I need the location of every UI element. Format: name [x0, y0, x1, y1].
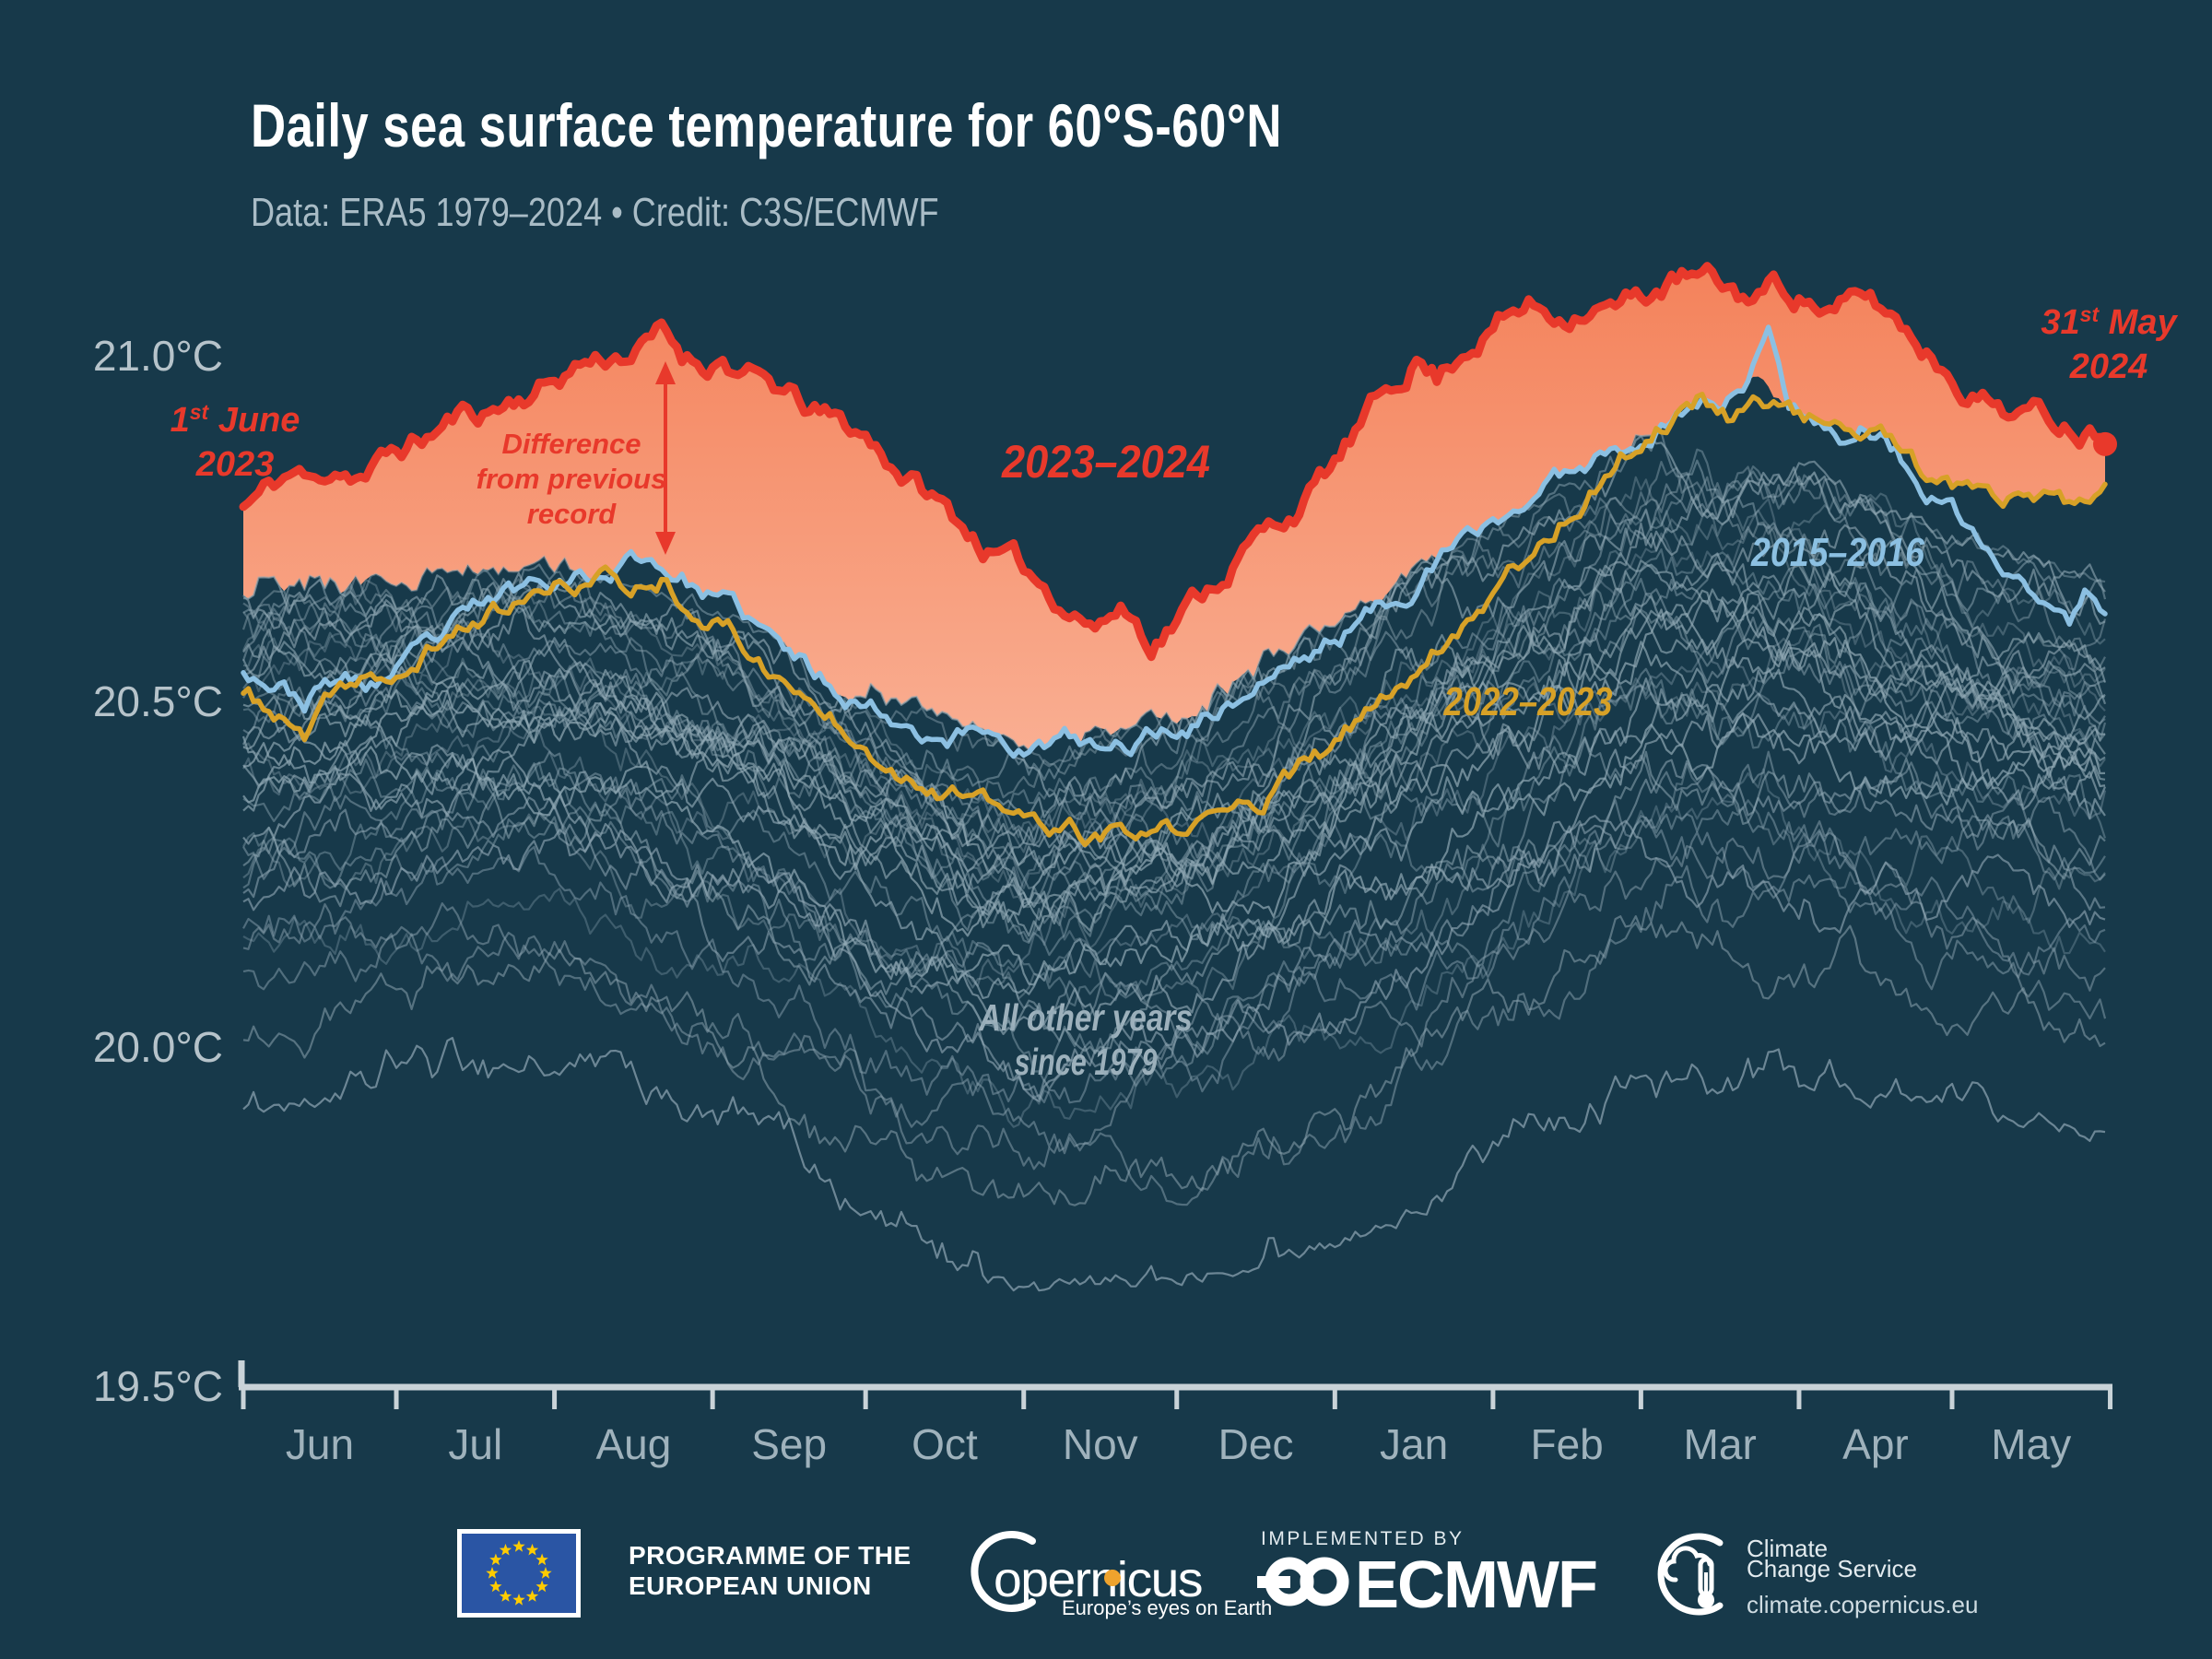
label-2022-2023: 2022–2023: [1443, 679, 1613, 724]
page-title: Daily sea surface temperature for 60°S-6…: [251, 91, 1282, 159]
ecmwf-icon: [1257, 1557, 1349, 1606]
implemented-by-label: IMPLEMENTED BY: [1261, 1528, 1465, 1549]
line-2022-2023: [241, 391, 2108, 848]
copernicus-orbit-dot-icon: [1104, 1570, 1121, 1586]
y-tick-label: 19.5°C: [93, 1362, 223, 1410]
other-year-line: [242, 551, 2107, 894]
record-diff-arrowhead-down: [655, 532, 676, 555]
end-date-label-year: 2024: [2069, 347, 2148, 386]
other-year-line: [241, 641, 2105, 925]
record-diff-label: Difference from previous record: [477, 428, 667, 530]
other-year-line: [242, 1036, 2106, 1292]
other-year-line: [242, 583, 2106, 900]
eu-star: [535, 1553, 548, 1566]
x-tick-label: Apr: [1842, 1420, 1909, 1468]
other-year-line: [242, 589, 2106, 921]
other-year-line: [242, 737, 2106, 1054]
end-date-label: 31st May: [2041, 302, 2178, 342]
eu-star: [525, 1590, 539, 1602]
other-year-line: [242, 557, 2107, 943]
eu-star: [499, 1543, 512, 1556]
other-year-line: [242, 865, 2107, 1206]
x-tick-label: Sep: [751, 1420, 827, 1468]
label-2015-2016: 2015–2016: [1750, 530, 1924, 575]
other-year-line: [242, 522, 2106, 877]
eu-star: [539, 1567, 552, 1579]
programme-text: PROGRAMME OF THE EUROPEAN UNION: [629, 1541, 912, 1600]
line-2023-2024: [239, 262, 2110, 662]
eu-star: [499, 1590, 512, 1602]
other-year-line: [242, 448, 2106, 852]
other-year-line: [242, 667, 2106, 1000]
x-tick-label: Feb: [1531, 1420, 1604, 1468]
other-year-line: [242, 598, 2106, 937]
c3s-crescent-icon: [1657, 1533, 1724, 1616]
start-date-label: 1st June: [171, 400, 300, 440]
other-year-line: [242, 914, 2106, 1206]
end-point-marker: [2093, 431, 2117, 456]
x-tick-label: Jan: [1380, 1420, 1448, 1468]
other-year-line: [242, 768, 2106, 1128]
x-tick-label: Jul: [448, 1420, 502, 1468]
other-year-line: [242, 461, 2107, 775]
other-year-line: [242, 492, 2106, 839]
other-year-line: [242, 645, 2107, 987]
x-tick-label: Nov: [1063, 1420, 1138, 1468]
other-year-line: [242, 587, 2106, 898]
record-difference-area: [243, 265, 2105, 750]
other-year-line: [242, 712, 2106, 986]
c3s-logo: Climate Change Service climate.copernicus.…: [1657, 1533, 1978, 1618]
other-year-line: [242, 814, 2106, 1102]
eu-star: [489, 1580, 502, 1593]
copernicus-wordmark: opernicus: [994, 1552, 1203, 1607]
label-2023-2024: 2023–2024: [1001, 436, 1210, 488]
other-year-line: [241, 471, 2106, 802]
eu-star: [535, 1580, 548, 1593]
y-tick-label: 20.5°C: [93, 677, 223, 725]
other-year-line: [242, 679, 2107, 1007]
eu-flag: [457, 1529, 581, 1618]
page-subtitle: Data: ERA5 1979–2024 • Credit: C3S/ECMWF: [251, 190, 939, 235]
x-tick-label: Oct: [912, 1420, 978, 1468]
eu-star: [489, 1553, 502, 1566]
other-year-line: [242, 750, 2106, 1054]
y-tick-label: 20.0°C: [93, 1023, 223, 1071]
other-year-line: [242, 430, 2107, 787]
x-tick-label: Jun: [286, 1420, 354, 1468]
start-date-label-year: 2023: [195, 445, 275, 484]
c3s-name: Climate Change Service: [1747, 1535, 1917, 1583]
y-tick-label: 21.0°C: [93, 332, 223, 380]
x-tick-label: May: [1991, 1420, 2071, 1468]
copernicus-tagline: Europe’s eyes on Earth: [1062, 1596, 1272, 1619]
other-year-line: [242, 596, 2106, 937]
footer: PROGRAMME OF THE EUROPEAN UNION opernicusE…: [457, 1528, 1978, 1622]
copernicus-crescent-icon: [971, 1531, 1036, 1612]
other-year-line: [242, 799, 2106, 1104]
eu-star: [512, 1540, 525, 1552]
c3s-thermometer-bulb-icon: [1698, 1592, 1714, 1608]
other-year-line: [242, 547, 2106, 898]
record-diff-arrowhead-up: [655, 361, 676, 384]
c3s-url: climate.copernicus.eu: [1747, 1591, 1978, 1618]
x-tick-label: Aug: [595, 1420, 671, 1468]
eu-star: [525, 1543, 539, 1556]
ecmwf-wordmark: ECMWF: [1355, 1548, 1596, 1622]
x-tick-label: Mar: [1684, 1420, 1757, 1468]
other-year-line: [242, 540, 2107, 870]
other-year-line: [242, 806, 2106, 1088]
x-tick-label: Dec: [1218, 1420, 1294, 1468]
other-year-line: [242, 623, 2106, 957]
eu-star: [512, 1594, 525, 1606]
eu-star: [486, 1567, 499, 1579]
c3s-cloud-icon: [1663, 1546, 1712, 1583]
